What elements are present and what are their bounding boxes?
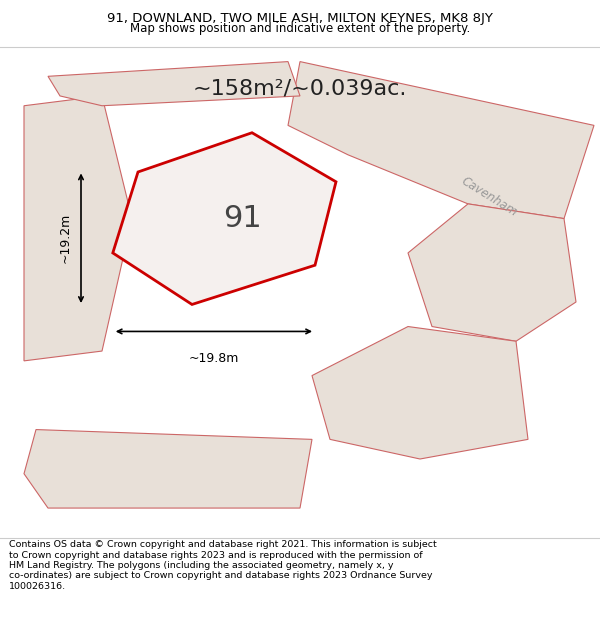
- Polygon shape: [408, 204, 576, 341]
- Text: 91, DOWNLAND, TWO MILE ASH, MILTON KEYNES, MK8 8JY: 91, DOWNLAND, TWO MILE ASH, MILTON KEYNE…: [107, 12, 493, 25]
- Polygon shape: [113, 132, 336, 304]
- Text: 91: 91: [223, 204, 262, 232]
- Text: ~158m²/~0.039ac.: ~158m²/~0.039ac.: [193, 79, 407, 99]
- Text: Contains OS data © Crown copyright and database right 2021. This information is : Contains OS data © Crown copyright and d…: [9, 540, 437, 591]
- Text: Cavenham: Cavenham: [458, 174, 520, 219]
- Polygon shape: [24, 96, 132, 361]
- Text: Map shows position and indicative extent of the property.: Map shows position and indicative extent…: [130, 22, 470, 35]
- Text: ~19.8m: ~19.8m: [189, 352, 239, 365]
- Polygon shape: [288, 62, 594, 219]
- Polygon shape: [312, 326, 528, 459]
- Polygon shape: [48, 62, 300, 106]
- Polygon shape: [24, 429, 312, 508]
- Text: ~19.2m: ~19.2m: [59, 213, 72, 263]
